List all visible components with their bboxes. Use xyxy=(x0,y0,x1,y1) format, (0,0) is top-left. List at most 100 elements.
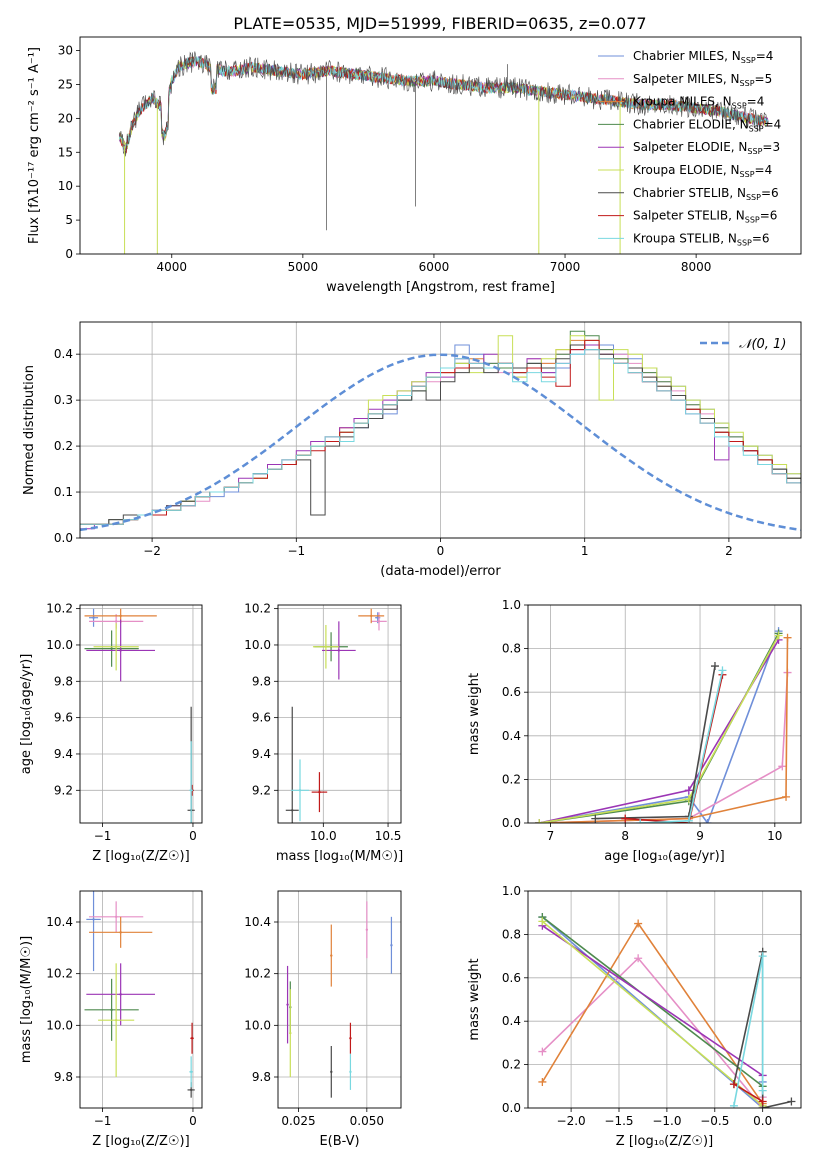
charts-layer: 4000 5000 6000 7000 8000051015202530waveleng… xyxy=(19,36,802,1149)
y-tick-label: 0.4 xyxy=(502,1014,521,1028)
data-point xyxy=(349,1070,352,1074)
x-tick-label: 8000 xyxy=(681,260,712,274)
y-tick-label: 9.6 xyxy=(54,711,73,725)
x-tick-label: −1 xyxy=(94,1114,112,1128)
data-point xyxy=(365,928,369,931)
plus-marker xyxy=(591,814,600,823)
x-tick-label: 4000 xyxy=(156,260,187,274)
weight-vs-z-plot-area xyxy=(538,913,796,1108)
y-tick-label: 0.4 xyxy=(502,729,521,743)
y-tick-label: 5 xyxy=(65,213,73,227)
data-point xyxy=(92,616,95,619)
plus-marker xyxy=(729,1080,738,1089)
legend-label: Salpeter ELODIE, NSSP=3 xyxy=(633,140,780,156)
y-tick-label: 0.8 xyxy=(502,642,521,656)
x-tick-label: 10 xyxy=(767,829,782,843)
x-tick-label: 1 xyxy=(581,544,589,558)
axes-frame xyxy=(527,604,802,824)
x-axis-label: wavelength [Angstrom, rest frame] xyxy=(326,280,555,295)
legend-label: Chabrier STELIB, NSSP=6 xyxy=(633,186,779,202)
plus-marker xyxy=(783,633,792,642)
x-tick-label: 8 xyxy=(621,829,629,843)
y-tick-label: 0.2 xyxy=(54,439,73,453)
y-tick-label: 10.4 xyxy=(46,915,73,929)
data-point xyxy=(337,649,341,652)
x-axis-label: Z [log₁₀(Z/Z☉)] xyxy=(92,849,189,864)
y-tick-label: 10.0 xyxy=(244,638,271,652)
axes-frame xyxy=(277,604,402,824)
y-tick-label: 9.8 xyxy=(54,1070,73,1084)
plus-marker xyxy=(538,1077,547,1086)
y-tick-label: 10.2 xyxy=(46,602,73,616)
x-tick-label: 0 xyxy=(189,1114,197,1128)
y-tick-label: 0.8 xyxy=(502,927,521,941)
y-tick-label: 0.6 xyxy=(502,971,521,985)
x-tick-label: 0.025 xyxy=(281,1114,315,1128)
y-tick-label: 30 xyxy=(58,44,73,58)
plus-marker xyxy=(787,1097,796,1106)
x-axis-label: mass [log₁₀(M/M☉)] xyxy=(276,849,403,864)
y-axis-label: mass weight xyxy=(467,673,482,755)
data-point xyxy=(110,647,113,650)
weight-line-chabrier-miles xyxy=(539,630,780,823)
data-point xyxy=(289,1031,292,1035)
y-tick-label: 0.3 xyxy=(54,393,73,407)
data-point xyxy=(110,1008,113,1012)
y-tick-label: 20 xyxy=(58,111,73,125)
x-tick-label: 7 xyxy=(547,829,555,843)
legend-label: Kroupa ELODIE, NSSP=4 xyxy=(633,163,772,179)
plus-marker xyxy=(634,919,643,928)
residuals-plot-area xyxy=(80,330,801,538)
axes-frame xyxy=(527,890,802,1109)
y-tick-label: 0 xyxy=(65,247,73,261)
spectrum-legend: Chabrier MILES, NSSP=4 Salpeter MILES, NS… xyxy=(598,49,781,247)
plus-marker xyxy=(684,816,693,823)
weight-vs-age-plot-area xyxy=(535,627,792,823)
y-tick-label: 9.4 xyxy=(252,747,271,761)
data-point xyxy=(119,614,122,618)
x-tick-label: 9 xyxy=(696,829,704,843)
y-tick-label: 9.8 xyxy=(54,674,73,688)
x-tick-label: 0 xyxy=(189,829,197,843)
y-tick-label: 9.4 xyxy=(54,747,73,761)
data-point xyxy=(298,789,302,792)
y-tick-label: 10.4 xyxy=(244,915,271,929)
data-point xyxy=(324,645,328,648)
legend-label: Kroupa STELIB, NSSP=6 xyxy=(633,231,770,247)
plus-marker xyxy=(758,1097,767,1106)
mass-vs-ebv-plot-area xyxy=(286,901,393,1098)
plus-marker xyxy=(636,819,645,823)
axes-frame xyxy=(277,890,402,1109)
mass-vs-z-panel: −1 0 9.8 10.0 10.2 10.4 Z [log₁₀(Z/Z☉)] mass [l… xyxy=(19,890,203,1149)
x-tick-label: 0.050 xyxy=(350,1114,384,1128)
x-axis-label: age [log₁₀(age/yr)] xyxy=(604,849,725,864)
y-tick-label: 0.2 xyxy=(502,772,521,786)
data-point xyxy=(119,993,122,996)
age-vs-mass-panel: 10.0 10.5 9.2 9.4 9.6 9.8 10.0 10.2 mass [log₁₀(… xyxy=(244,602,403,864)
y-tick-label: 25 xyxy=(58,77,73,91)
plus-marker xyxy=(703,819,712,823)
plus-marker xyxy=(710,662,719,671)
x-tick-label: 2 xyxy=(725,544,733,558)
legend-label: Salpeter MILES, NSSP=5 xyxy=(633,72,772,88)
plus-marker xyxy=(778,762,787,771)
histogram-kroupa-stelib xyxy=(80,349,801,538)
spectrum-line-kroupa-stelib xyxy=(118,56,769,150)
y-axis-label: age [log₁₀(age/yr)] xyxy=(19,654,34,775)
legend-label: Chabrier ELODIE, NSSP=4 xyxy=(633,117,781,133)
plus-marker xyxy=(538,1047,547,1056)
age-vs-z-panel: −1 0 9.2 9.4 9.6 9.8 10.0 10.2 Z [log₁₀(Z/Z☉)] ag… xyxy=(19,602,203,864)
weight-line-chabrier-elodie xyxy=(541,916,764,1087)
x-tick-label: 10.5 xyxy=(375,829,402,843)
weight-line-kroupa-elodie xyxy=(541,920,764,1107)
x-tick-label: −2.0 xyxy=(557,1114,586,1128)
weight-line-kroupa-miles xyxy=(539,637,789,823)
x-axis-label: Z [log₁₀(Z/Z☉)] xyxy=(616,1134,713,1149)
data-point xyxy=(390,944,393,947)
x-tick-label: −1 xyxy=(94,829,112,843)
data-point xyxy=(318,790,321,794)
legend-label: Kroupa MILES, NSSP=4 xyxy=(633,95,764,111)
plus-marker xyxy=(718,666,727,675)
